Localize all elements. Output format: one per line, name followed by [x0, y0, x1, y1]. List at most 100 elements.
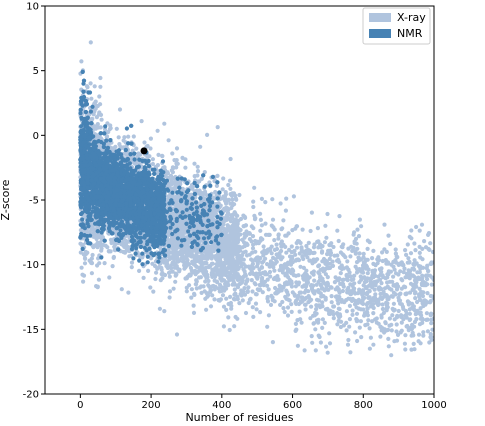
scatter-point: [415, 299, 420, 305]
scatter-point: [384, 300, 389, 305]
scatter-point: [344, 320, 349, 325]
scatter-point: [329, 285, 334, 290]
scatter-point: [246, 300, 251, 306]
scatter-point: [310, 340, 315, 345]
scatter-point: [227, 224, 232, 230]
scatter-point: [389, 262, 394, 267]
scatter-point: [97, 94, 102, 99]
scatter-point: [322, 268, 327, 273]
scatter-point: [194, 279, 199, 284]
scatter-point: [233, 196, 238, 201]
scatter-point: [195, 173, 200, 178]
scatter-point: [420, 276, 425, 281]
scatter-point: [225, 206, 230, 211]
scatter-point: [79, 265, 84, 270]
scatter-point: [315, 226, 320, 231]
scatter-point: [204, 307, 209, 312]
scatter-point: [209, 261, 214, 266]
scatter-point: [304, 268, 309, 273]
scatter-point: [156, 265, 162, 270]
scatter-point: [295, 343, 300, 348]
scatter-point: [245, 277, 250, 282]
scatter-point: [279, 227, 284, 232]
scatter-point: [259, 223, 264, 228]
scatter-point: [265, 247, 271, 252]
scatter-point: [408, 290, 413, 295]
scatter-point: [316, 245, 321, 250]
scatter-point: [371, 342, 376, 347]
scatter-point: [428, 298, 433, 304]
scatter-point: [401, 270, 406, 275]
scatter-point: [360, 292, 365, 297]
scatter-point: [344, 276, 350, 282]
scatter-point: [393, 292, 398, 297]
scatter-point: [297, 290, 302, 295]
scatter-point: [165, 258, 170, 264]
scatter-point: [260, 290, 265, 295]
scatter-point: [241, 274, 246, 279]
scatter-point: [379, 315, 384, 320]
scatter-point: [364, 286, 369, 291]
scatter-point: [387, 316, 392, 321]
scatter-point: [116, 135, 121, 140]
scatter-point: [347, 303, 352, 308]
scatter-point: [430, 327, 434, 332]
scatter-point: [172, 186, 177, 191]
scatter-point: [291, 194, 296, 199]
scatter-point: [395, 332, 401, 337]
scatter-point: [268, 259, 273, 264]
scatter-point: [331, 304, 337, 309]
scatter-point: [98, 143, 103, 149]
scatter-point: [336, 306, 341, 311]
scatter-point: [255, 239, 260, 244]
scatter-point: [402, 341, 407, 346]
scatter-point: [368, 335, 373, 340]
scatter-point: [426, 269, 431, 274]
scatter-point: [96, 277, 101, 282]
scatter-point: [218, 203, 223, 208]
scatter-point: [267, 264, 272, 269]
scatter-point: [232, 292, 237, 297]
scatter-point: [108, 123, 113, 128]
scatter-point: [289, 244, 294, 249]
scatter-point: [418, 306, 423, 311]
scatter-point: [327, 331, 332, 336]
scatter-point: [365, 271, 370, 276]
scatter-point: [171, 252, 176, 257]
scatter-point: [296, 258, 302, 263]
scatter-point: [265, 324, 270, 329]
scatter-point: [180, 259, 186, 264]
scatter-point: [306, 240, 311, 245]
scatter-point: [344, 272, 349, 278]
scatter-point: [395, 313, 400, 318]
scatter-point: [278, 302, 283, 307]
scatter-point: [429, 282, 434, 287]
scatter-point: [367, 289, 372, 294]
scatter-point: [175, 251, 180, 256]
scatter-point: [90, 224, 95, 229]
scatter-point: [107, 127, 112, 132]
scatter-point: [337, 312, 342, 317]
scatter-point: [293, 321, 298, 326]
scatter-point: [202, 170, 207, 175]
scatter-point: [286, 292, 291, 297]
scatter-point: [365, 257, 370, 262]
scatter-point: [257, 267, 262, 272]
scatter-point: [155, 169, 160, 174]
scatter-point: [198, 254, 203, 260]
scatter-point: [338, 324, 343, 330]
scatter-point: [282, 281, 288, 286]
scatter-point: [123, 240, 129, 245]
scatter-point: [403, 333, 408, 338]
scatter-point: [126, 134, 131, 139]
scatter-point: [285, 305, 291, 310]
scatter-point: [258, 236, 264, 241]
scatter-point: [287, 247, 292, 252]
scatter-point: [306, 294, 311, 299]
scatter-point: [383, 321, 388, 326]
scatter-point: [189, 287, 194, 292]
scatter-point: [141, 275, 146, 280]
scatter-point: [300, 227, 305, 232]
scatter-point: [265, 262, 270, 267]
scatter-point: [329, 294, 334, 299]
